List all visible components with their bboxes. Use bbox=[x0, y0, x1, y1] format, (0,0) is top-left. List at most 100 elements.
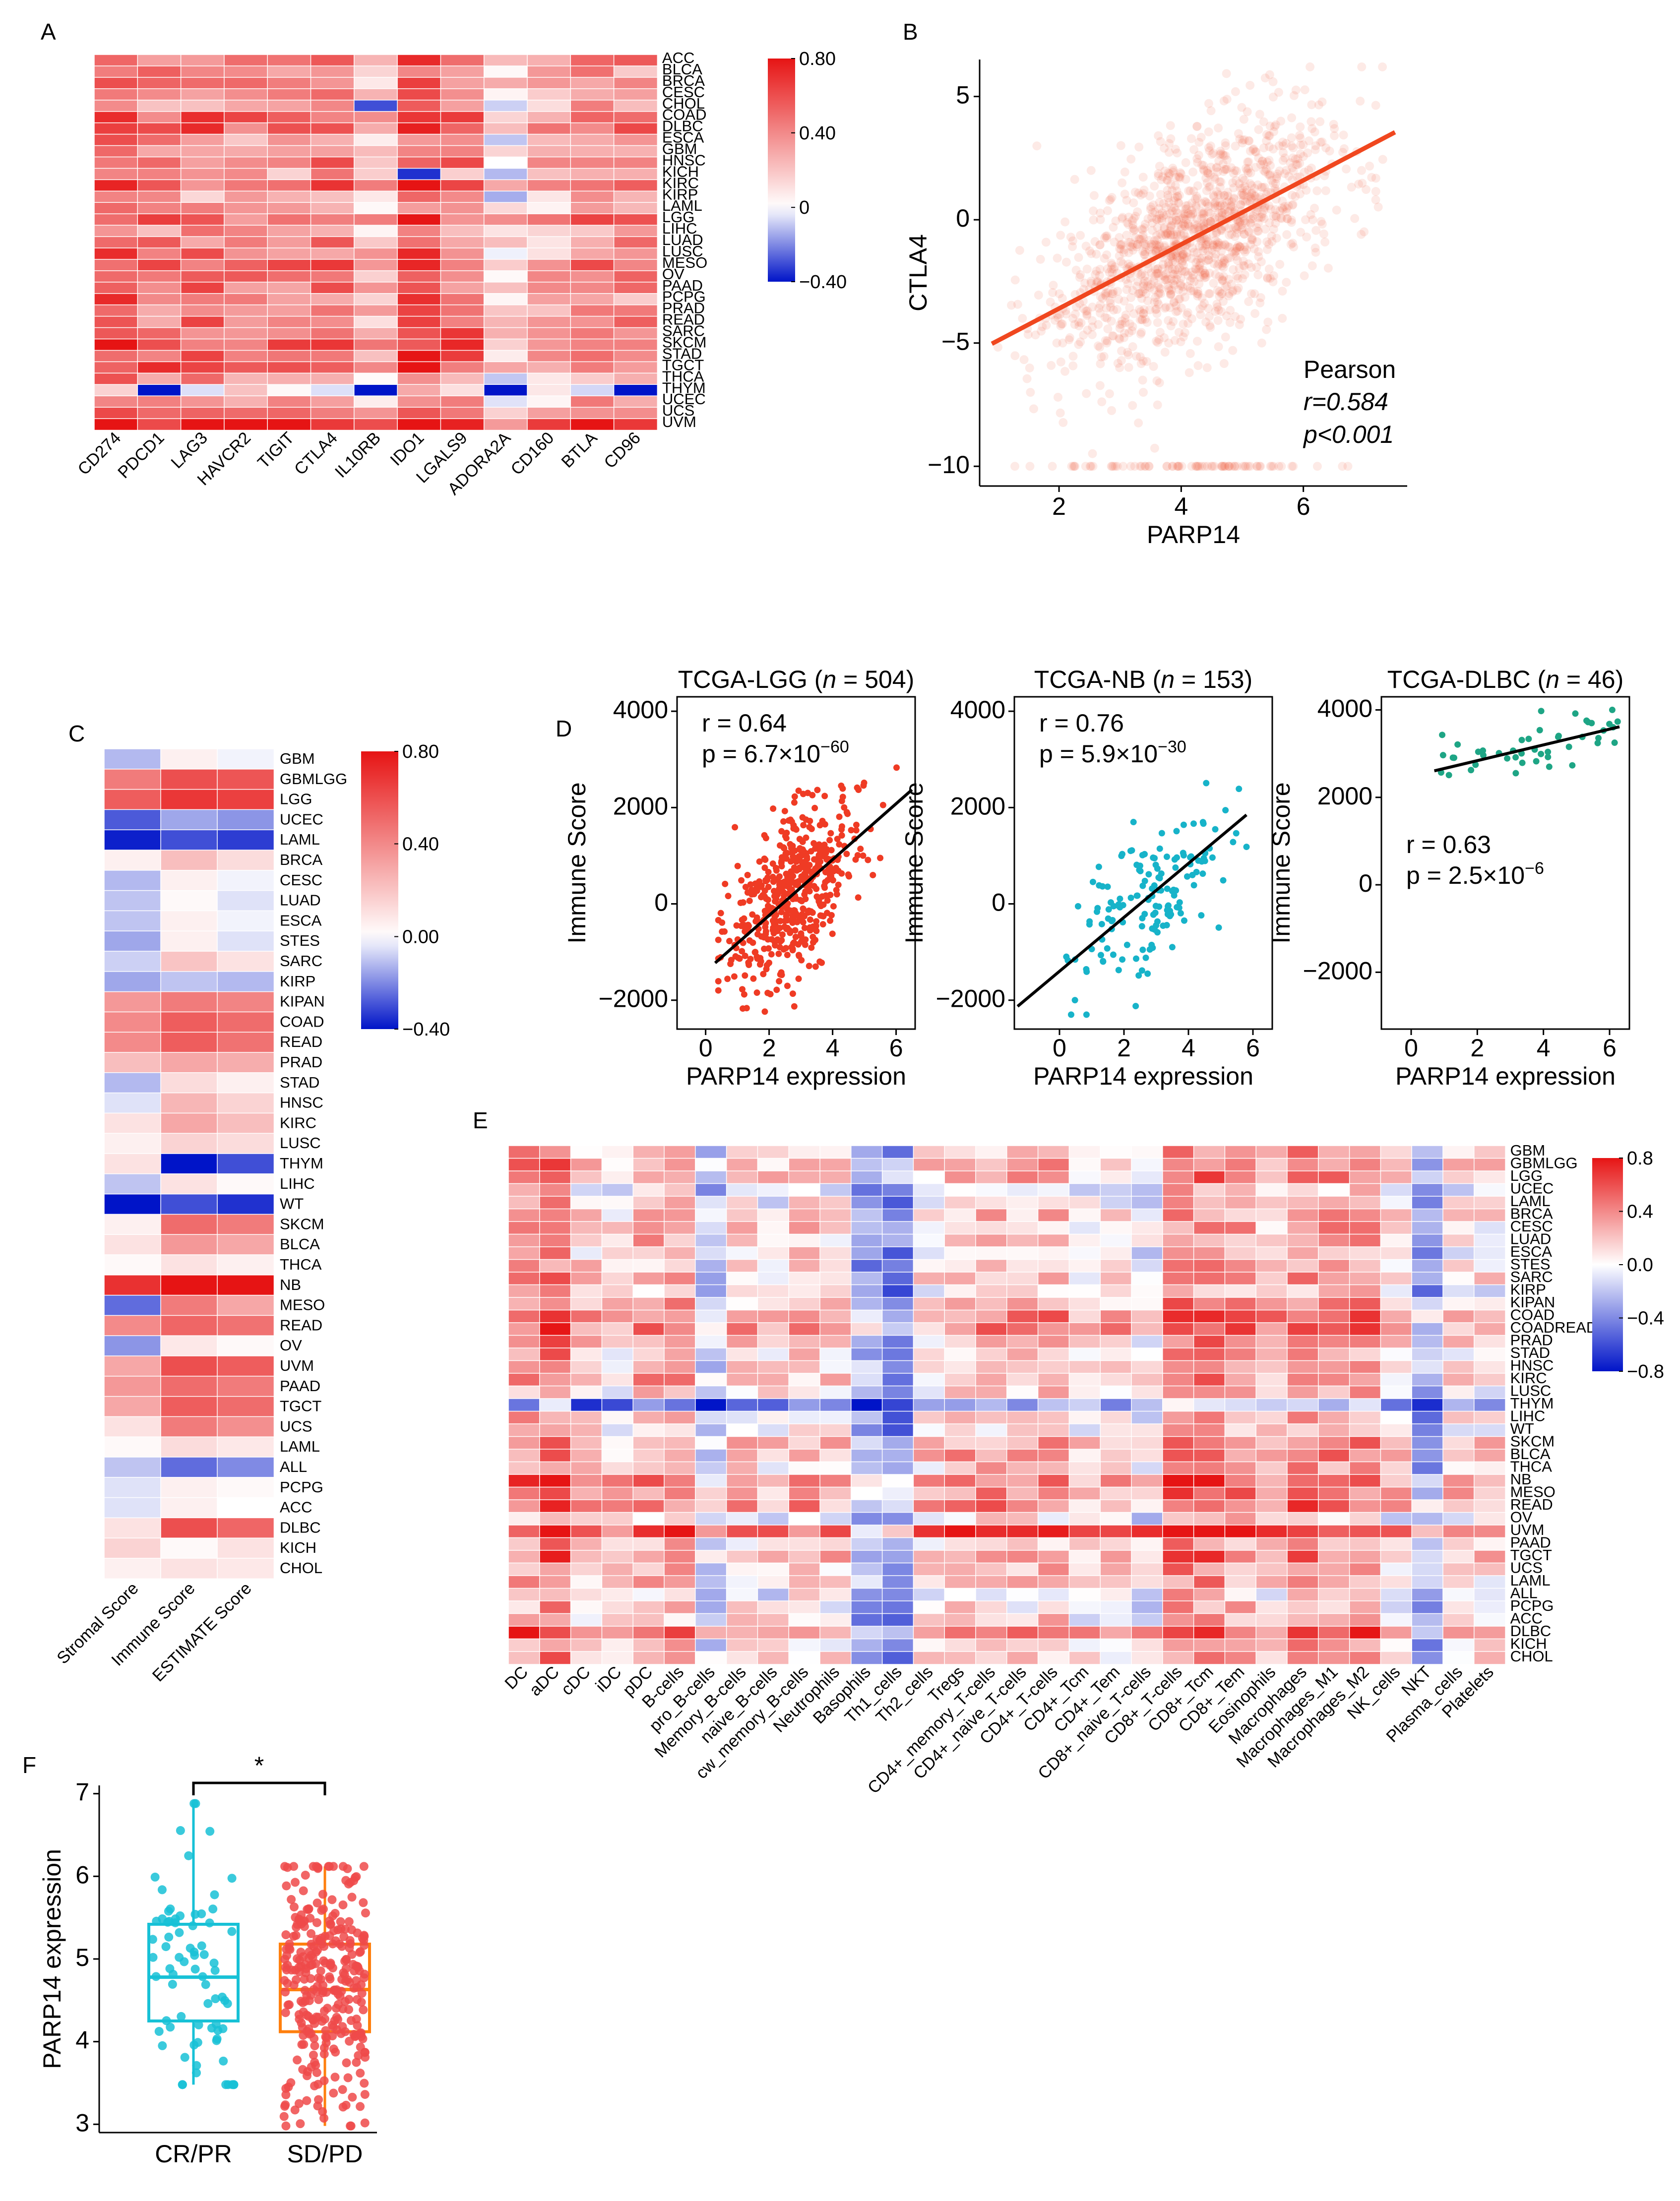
b-data-point bbox=[1214, 239, 1224, 248]
e-heatmap-cell bbox=[1411, 1550, 1444, 1564]
b-data-point bbox=[1296, 149, 1305, 159]
d-x-tick-label: 4 bbox=[1182, 1034, 1195, 1062]
a-heatmap-cell bbox=[310, 327, 355, 340]
b-data-point bbox=[1107, 193, 1117, 202]
e-row-label: PCPG bbox=[1510, 1597, 1554, 1614]
b-data-point bbox=[1252, 237, 1262, 246]
b-data-point bbox=[1074, 321, 1084, 331]
e-heatmap-cell bbox=[539, 1626, 571, 1640]
c-heatmap-cell bbox=[160, 1416, 218, 1438]
b-data-point bbox=[1139, 305, 1149, 314]
e-heatmap-cell bbox=[1411, 1398, 1444, 1412]
b-data-point bbox=[1207, 245, 1217, 255]
a-heatmap-cell bbox=[570, 168, 615, 181]
b-data-point bbox=[1365, 161, 1374, 171]
e-heatmap-cell bbox=[1349, 1246, 1381, 1260]
e-heatmap-cell bbox=[1380, 1221, 1413, 1235]
b-data-point bbox=[1134, 142, 1144, 152]
d-data-point bbox=[1144, 970, 1151, 977]
b-data-point bbox=[1188, 209, 1197, 219]
e-heatmap-cell bbox=[1162, 1449, 1194, 1463]
d-data-point bbox=[835, 881, 842, 888]
e-heatmap-cell bbox=[508, 1272, 541, 1285]
e-heatmap-cell bbox=[570, 1423, 603, 1437]
e-heatmap-cell bbox=[944, 1259, 977, 1273]
b-data-point bbox=[1171, 301, 1181, 310]
d-data-point bbox=[739, 948, 746, 955]
b-data-point bbox=[1148, 208, 1157, 217]
e-heatmap-cell bbox=[881, 1537, 914, 1551]
d-data-point bbox=[801, 924, 808, 931]
f-data-point bbox=[228, 2080, 237, 2089]
d-data-point bbox=[1538, 750, 1545, 757]
b-data-point bbox=[1127, 326, 1137, 335]
a-heatmap-cell bbox=[180, 293, 225, 306]
e-heatmap-cell bbox=[632, 1145, 665, 1159]
e-heatmap-cell bbox=[1349, 1233, 1381, 1248]
b-data-point bbox=[1096, 308, 1105, 318]
d-data-point bbox=[1156, 845, 1163, 852]
b-data-point bbox=[1118, 178, 1127, 187]
b-data-point bbox=[1266, 462, 1275, 471]
c-heatmap-cell bbox=[160, 1517, 218, 1539]
e-heatmap-cell bbox=[1193, 1183, 1226, 1197]
b-data-point bbox=[1183, 282, 1192, 291]
b-data-point bbox=[1300, 168, 1309, 177]
c-row-label: SKCM bbox=[280, 1215, 324, 1232]
e-heatmap-cell bbox=[1006, 1183, 1039, 1197]
f-data-point bbox=[294, 2099, 304, 2108]
e-heatmap-cell bbox=[819, 1436, 852, 1450]
e-heatmap-cell bbox=[508, 1588, 541, 1602]
e-row-label: NB bbox=[1510, 1470, 1532, 1488]
e-heatmap-cell bbox=[1193, 1398, 1226, 1412]
b-data-point bbox=[1116, 141, 1125, 150]
b-data-point bbox=[1221, 165, 1231, 174]
e-heatmap-cell bbox=[695, 1423, 727, 1437]
e-heatmap-cell bbox=[632, 1486, 665, 1501]
b-data-point bbox=[1253, 270, 1263, 280]
a-heatmap-cell bbox=[354, 293, 398, 306]
b-data-point bbox=[1262, 325, 1271, 334]
e-heatmap-cell bbox=[1131, 1297, 1164, 1311]
b-data-point bbox=[1231, 223, 1240, 232]
e-heatmap-cell bbox=[1193, 1486, 1226, 1501]
c-heatmap-cell bbox=[217, 850, 275, 871]
c-colorbar-label: 0.00 bbox=[402, 927, 439, 948]
a-row-label: THYM bbox=[662, 379, 706, 396]
b-data-point bbox=[1096, 300, 1105, 309]
b-data-point bbox=[1133, 207, 1142, 217]
e-heatmap-cell bbox=[1006, 1360, 1039, 1374]
b-data-point bbox=[1105, 268, 1114, 277]
d-data-point bbox=[1097, 952, 1104, 959]
e-heatmap-cell bbox=[1193, 1638, 1226, 1652]
e-heatmap-cell bbox=[1318, 1246, 1350, 1260]
b-data-point bbox=[1251, 163, 1260, 172]
b-data-point bbox=[1371, 101, 1380, 110]
e-heatmap-cell bbox=[1287, 1158, 1319, 1172]
c-heatmap-cell bbox=[160, 971, 218, 992]
f-data-point bbox=[285, 1939, 294, 1949]
a-heatmap-cell bbox=[440, 213, 485, 226]
d-data-point bbox=[771, 914, 778, 920]
d-data-point bbox=[1533, 758, 1540, 765]
b-data-point bbox=[1058, 294, 1067, 303]
e-heatmap-cell bbox=[881, 1335, 914, 1349]
e-heatmap-cell bbox=[913, 1221, 945, 1235]
a-heatmap-cell bbox=[224, 213, 268, 226]
e-heatmap-cell bbox=[1100, 1474, 1132, 1488]
b-data-point bbox=[1238, 174, 1247, 183]
c-heatmap-cell bbox=[160, 1355, 218, 1377]
b-data-point bbox=[1185, 284, 1195, 293]
b-data-point bbox=[1122, 218, 1132, 227]
d-data-point bbox=[1139, 852, 1146, 858]
b-data-point bbox=[1082, 389, 1091, 398]
e-heatmap-cell bbox=[1224, 1537, 1257, 1551]
e-heatmap-cell bbox=[570, 1613, 603, 1627]
d-data-point bbox=[1611, 739, 1618, 746]
e-heatmap-cell bbox=[632, 1284, 665, 1298]
e-heatmap-cell bbox=[1474, 1221, 1506, 1235]
b-data-point bbox=[1325, 146, 1334, 156]
b-data-point bbox=[1093, 341, 1103, 351]
d-data-point bbox=[1220, 877, 1227, 884]
b-data-point bbox=[1164, 168, 1173, 178]
